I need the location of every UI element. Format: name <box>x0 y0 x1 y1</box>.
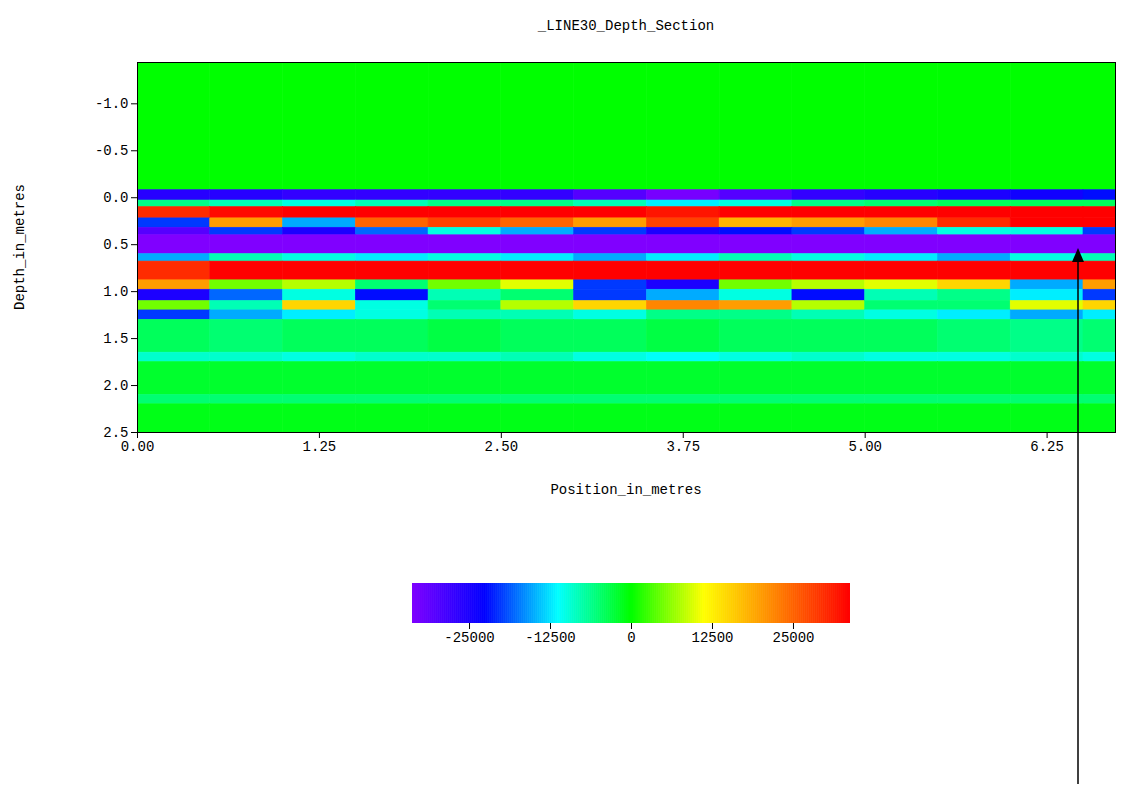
svg-text:2.0: 2.0 <box>103 378 128 394</box>
svg-text:0.5: 0.5 <box>103 237 128 253</box>
svg-text:Position_in_metres: Position_in_metres <box>550 482 701 498</box>
svg-text:_LINE30_Depth_Section: _LINE30_Depth_Section <box>537 18 714 34</box>
svg-text:1.5: 1.5 <box>103 331 128 347</box>
svg-text:3.75: 3.75 <box>666 439 700 455</box>
svg-text:-12500: -12500 <box>525 630 575 646</box>
svg-text:5.00: 5.00 <box>848 439 882 455</box>
svg-text:12500: 12500 <box>691 630 733 646</box>
svg-text:Depth_in_metres: Depth_in_metres <box>12 184 28 310</box>
svg-text:-25000: -25000 <box>444 630 494 646</box>
svg-text:25000: 25000 <box>772 630 814 646</box>
svg-text:1.25: 1.25 <box>303 439 337 455</box>
svg-text:6.25: 6.25 <box>1030 439 1064 455</box>
svg-text:0.0: 0.0 <box>103 190 128 206</box>
svg-text:-1.0: -1.0 <box>95 96 129 112</box>
svg-text:2.50: 2.50 <box>485 439 519 455</box>
svg-text:0.00: 0.00 <box>121 439 155 455</box>
svg-text:-0.5: -0.5 <box>95 143 129 159</box>
svg-text:1.0: 1.0 <box>103 284 128 300</box>
svg-text:0: 0 <box>627 630 635 646</box>
svg-text:2.5: 2.5 <box>103 425 129 441</box>
